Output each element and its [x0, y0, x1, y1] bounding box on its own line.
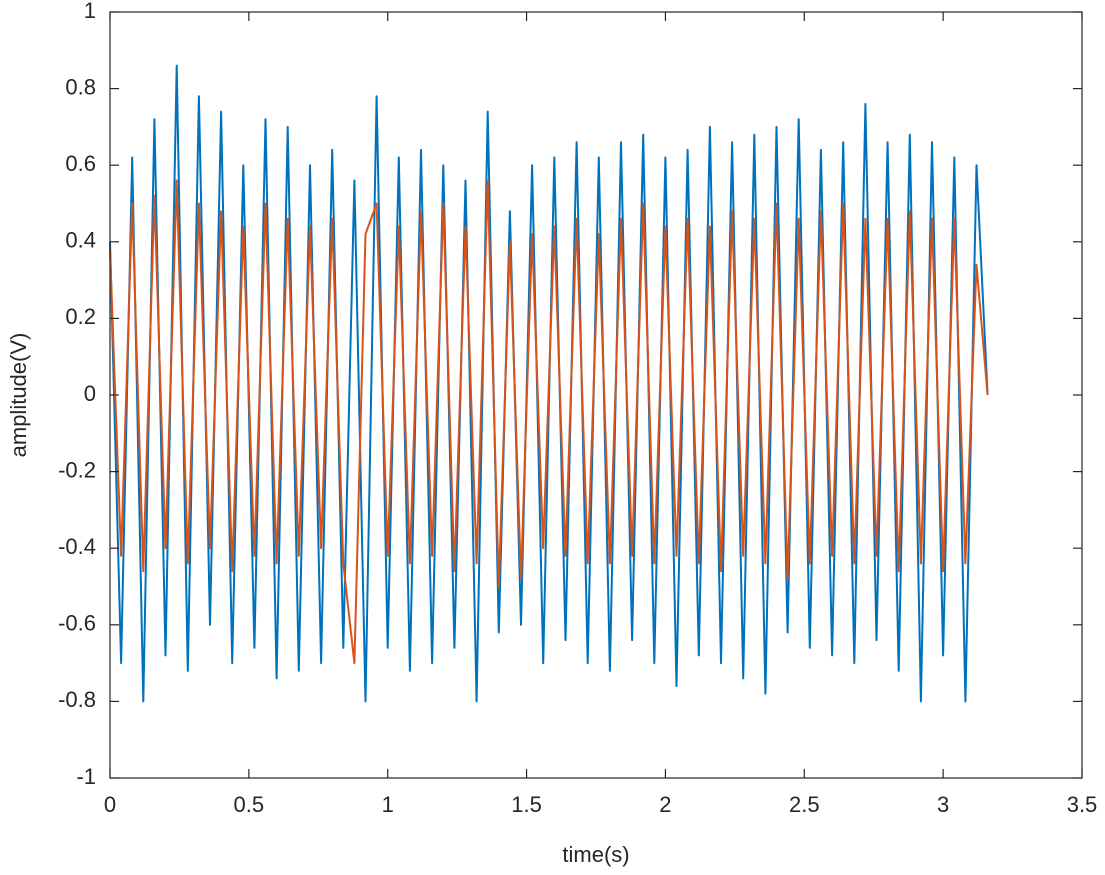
y-tick-label: -0.8 [58, 687, 96, 712]
y-tick-label: -1 [76, 764, 96, 789]
x-tick-label: 1 [382, 792, 394, 817]
data-line [109, 179, 989, 665]
y-tick-label: -0.2 [58, 457, 96, 482]
y-tick-label: 0.6 [65, 151, 96, 176]
x-tick-label: 3.5 [1067, 792, 1098, 817]
x-axis-label: time(s) [562, 842, 629, 867]
y-tick-label: -0.4 [58, 534, 96, 559]
x-tick-label: 3 [937, 792, 949, 817]
x-tick-label: 2 [659, 792, 671, 817]
x-tick-label: 1.5 [511, 792, 542, 817]
y-axis-label: amplitude(V) [6, 333, 31, 458]
y-tick-label: 0 [84, 381, 96, 406]
y-tick-label: -0.6 [58, 611, 96, 636]
y-tick-label: 0.2 [65, 304, 96, 329]
x-tick-label: 0 [104, 792, 116, 817]
x-tick-label: 2.5 [789, 792, 820, 817]
y-tick-label: 0.8 [65, 74, 96, 99]
y-tick-label: 1 [84, 0, 96, 23]
x-tick-label: 0.5 [234, 792, 265, 817]
y-tick-label: 0.4 [65, 228, 96, 253]
